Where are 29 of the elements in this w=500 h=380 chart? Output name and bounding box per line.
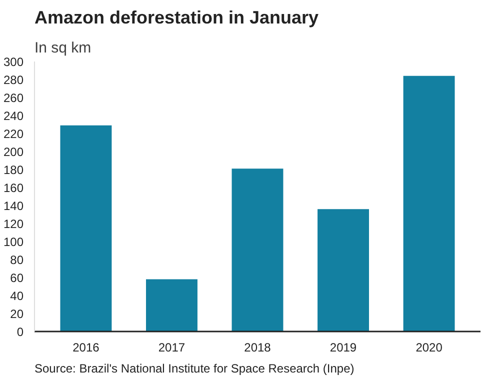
y-tick-label: 100: [3, 235, 24, 249]
y-tick-label: 200: [3, 145, 24, 159]
y-tick-label: 140: [3, 199, 24, 213]
y-tick-label: 280: [3, 73, 24, 87]
y-tick-label: 40: [10, 289, 24, 303]
source-note: Source: Brazil's National Institute for Space Research (Inpe): [34, 362, 354, 376]
y-tick-label: 0: [16, 325, 24, 339]
y-tick-label: 300: [3, 55, 24, 69]
x-tick-label: 2017: [158, 340, 186, 354]
bar: [60, 125, 112, 332]
x-tick-label: 2016: [72, 340, 100, 354]
bar: [146, 279, 198, 332]
chart-subtitle: In sq km: [34, 40, 92, 56]
bar: [232, 168, 284, 332]
y-tick-label: 220: [3, 127, 24, 141]
y-tick-label: 240: [3, 109, 24, 123]
bar: [403, 76, 455, 332]
y-tick-label: 160: [3, 181, 24, 195]
chart-title: Amazon deforestation in January: [34, 8, 319, 28]
y-tick-label: 60: [10, 271, 24, 285]
y-tick-label: 20: [10, 307, 24, 321]
x-tick-label: 2019: [330, 340, 357, 354]
y-tick-label: 120: [3, 217, 24, 231]
y-tick-label: 80: [10, 253, 24, 267]
x-tick-label: 2020: [416, 340, 443, 354]
y-tick-label: 180: [3, 163, 24, 177]
x-tick-label: 2018: [244, 340, 272, 354]
bar: [318, 209, 369, 332]
y-tick-label: 260: [3, 91, 24, 105]
